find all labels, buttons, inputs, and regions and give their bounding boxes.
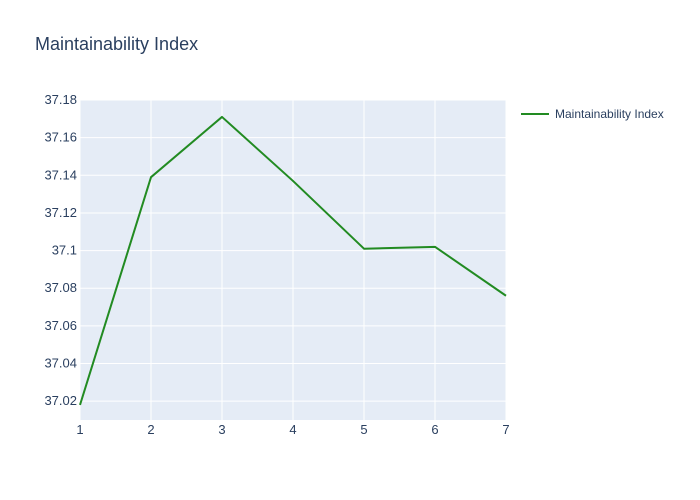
y-tick-label: 37.14 bbox=[44, 167, 77, 182]
x-tick-label: 7 bbox=[502, 422, 509, 437]
y-tick-label: 37.02 bbox=[44, 393, 77, 408]
x-tick-label: 2 bbox=[147, 422, 154, 437]
y-tick-label: 37.16 bbox=[44, 130, 77, 145]
legend[interactable]: Maintainability Index bbox=[521, 107, 664, 121]
x-tick-label: 6 bbox=[431, 422, 438, 437]
chart-title: Maintainability Index bbox=[35, 34, 198, 54]
x-axis-ticks: 1 2 3 4 5 6 7 bbox=[76, 422, 509, 437]
x-tick-label: 5 bbox=[360, 422, 367, 437]
series-line-maintainability-index[interactable] bbox=[79, 115, 507, 406]
y-axis-ticks: 37.02 37.04 37.06 37.08 37.1 37.12 37.14 37.16 3… bbox=[44, 92, 77, 408]
x-tick-label: 3 bbox=[218, 422, 225, 437]
grid-lines bbox=[79, 99, 507, 420]
y-tick-label: 37.06 bbox=[44, 318, 77, 333]
y-tick-label: 37.04 bbox=[44, 356, 77, 371]
y-tick-label: 37.1 bbox=[52, 243, 77, 258]
legend-label-maintainability-index: Maintainability Index bbox=[555, 107, 664, 121]
y-tick-label: 37.08 bbox=[44, 280, 77, 295]
y-tick-label: 37.18 bbox=[44, 92, 77, 107]
series-layer bbox=[79, 115, 507, 406]
y-tick-label: 37.12 bbox=[44, 205, 77, 220]
x-tick-label: 4 bbox=[289, 422, 296, 437]
x-tick-label: 1 bbox=[76, 422, 83, 437]
